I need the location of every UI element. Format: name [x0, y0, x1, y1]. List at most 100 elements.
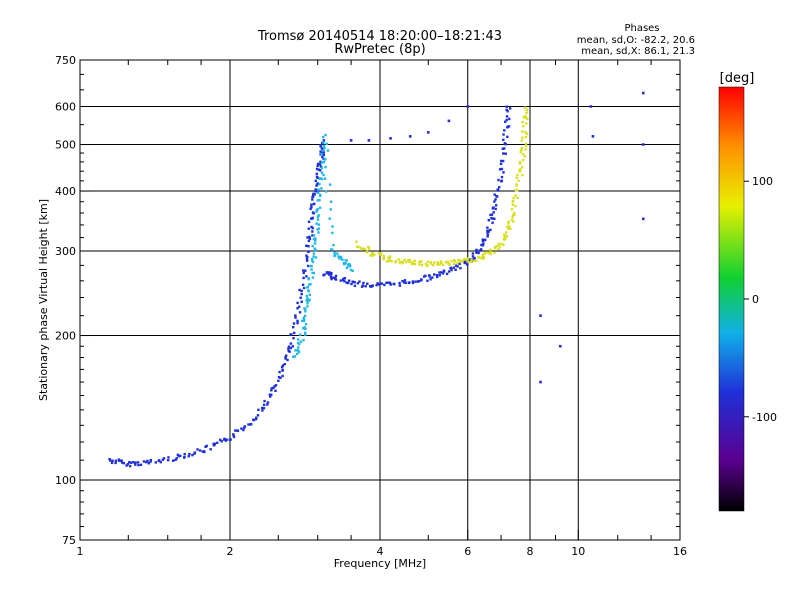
data-point — [410, 261, 414, 264]
data-point — [118, 459, 121, 462]
data-point — [505, 105, 508, 108]
data-point — [514, 194, 517, 197]
data-point — [511, 203, 514, 206]
data-point — [498, 168, 502, 171]
data-point — [262, 407, 266, 410]
data-point — [450, 259, 453, 263]
data-point — [346, 281, 350, 285]
data-point — [519, 168, 522, 171]
data-point — [296, 349, 299, 352]
data-point — [360, 247, 363, 250]
data-point — [300, 292, 303, 296]
data-point — [159, 460, 162, 464]
data-point — [322, 149, 325, 152]
data-point — [388, 257, 391, 261]
data-point — [518, 160, 522, 164]
data-point — [483, 238, 487, 242]
data-point — [447, 270, 451, 273]
data-point — [328, 271, 331, 274]
data-point — [496, 188, 499, 191]
data-point — [500, 180, 503, 183]
data-point — [492, 206, 495, 209]
colorbar-label: [deg] — [720, 71, 755, 86]
data-point — [525, 111, 528, 114]
data-point — [519, 150, 522, 154]
data-point — [518, 162, 522, 165]
data-point — [511, 199, 515, 203]
data-point — [442, 270, 446, 273]
data-point — [520, 139, 523, 142]
data-point — [300, 289, 303, 293]
data-point — [369, 254, 372, 257]
data-point — [367, 245, 370, 249]
data-point — [286, 358, 289, 362]
data-point — [516, 173, 519, 177]
data-point — [157, 459, 160, 463]
data-point — [356, 245, 359, 248]
data-point — [401, 262, 404, 265]
y-tick-label: 100 — [55, 474, 76, 487]
data-point — [505, 118, 508, 122]
data-point — [333, 251, 336, 255]
data-point — [311, 216, 314, 220]
x-tick-label: 4 — [377, 545, 384, 558]
data-point — [500, 167, 504, 171]
data-point — [311, 260, 315, 264]
data-point — [256, 414, 260, 417]
data-point — [494, 207, 497, 211]
data-point — [319, 160, 322, 163]
data-point — [336, 252, 339, 255]
data-point — [382, 256, 385, 260]
data-point — [337, 255, 340, 258]
data-point — [456, 265, 459, 268]
data-point — [174, 458, 177, 462]
data-point — [350, 282, 353, 286]
data-point — [242, 428, 245, 432]
axis-ticks: 1 2 4 6 8 10 16 750 600 500 400 300 200 100 75 — [55, 54, 687, 558]
data-point — [367, 139, 371, 142]
data-point — [509, 227, 512, 231]
data-point — [471, 255, 475, 258]
data-point — [491, 221, 494, 224]
data-point — [317, 168, 320, 171]
y-axis-label: Stationary phase Virtual Height [km] — [37, 199, 50, 401]
data-point — [293, 355, 297, 358]
data-point — [505, 115, 509, 118]
data-point — [307, 299, 310, 303]
data-point — [475, 248, 478, 252]
data-point — [489, 213, 492, 217]
data-point — [361, 284, 365, 287]
data-point — [481, 256, 484, 260]
data-point — [287, 349, 290, 353]
data-point — [311, 234, 314, 237]
data-point — [229, 438, 232, 441]
data-point — [120, 461, 124, 464]
data-point — [154, 461, 157, 464]
data-point — [304, 310, 307, 313]
data-point — [370, 254, 374, 258]
data-point — [327, 273, 331, 276]
data-point — [377, 251, 381, 255]
data-point — [177, 454, 180, 458]
x-tick-label: 1 — [77, 545, 84, 558]
data-point — [505, 235, 509, 238]
data-point — [466, 259, 469, 262]
data-point — [418, 260, 421, 264]
data-point — [403, 281, 406, 284]
data-point — [453, 260, 457, 263]
data-point — [310, 225, 313, 229]
data-point — [389, 283, 392, 286]
data-point — [487, 219, 490, 222]
data-point — [322, 173, 325, 177]
data-point — [464, 258, 468, 261]
data-point — [641, 217, 645, 221]
data-point — [122, 461, 126, 465]
data-point — [218, 438, 222, 442]
data-point — [447, 262, 450, 265]
data-point — [307, 250, 310, 253]
x-tick-label: 8 — [527, 545, 534, 558]
colorbar-tick-label: 0 — [752, 293, 759, 306]
data-point — [477, 255, 480, 259]
data-point — [379, 253, 383, 257]
data-point — [522, 116, 526, 119]
